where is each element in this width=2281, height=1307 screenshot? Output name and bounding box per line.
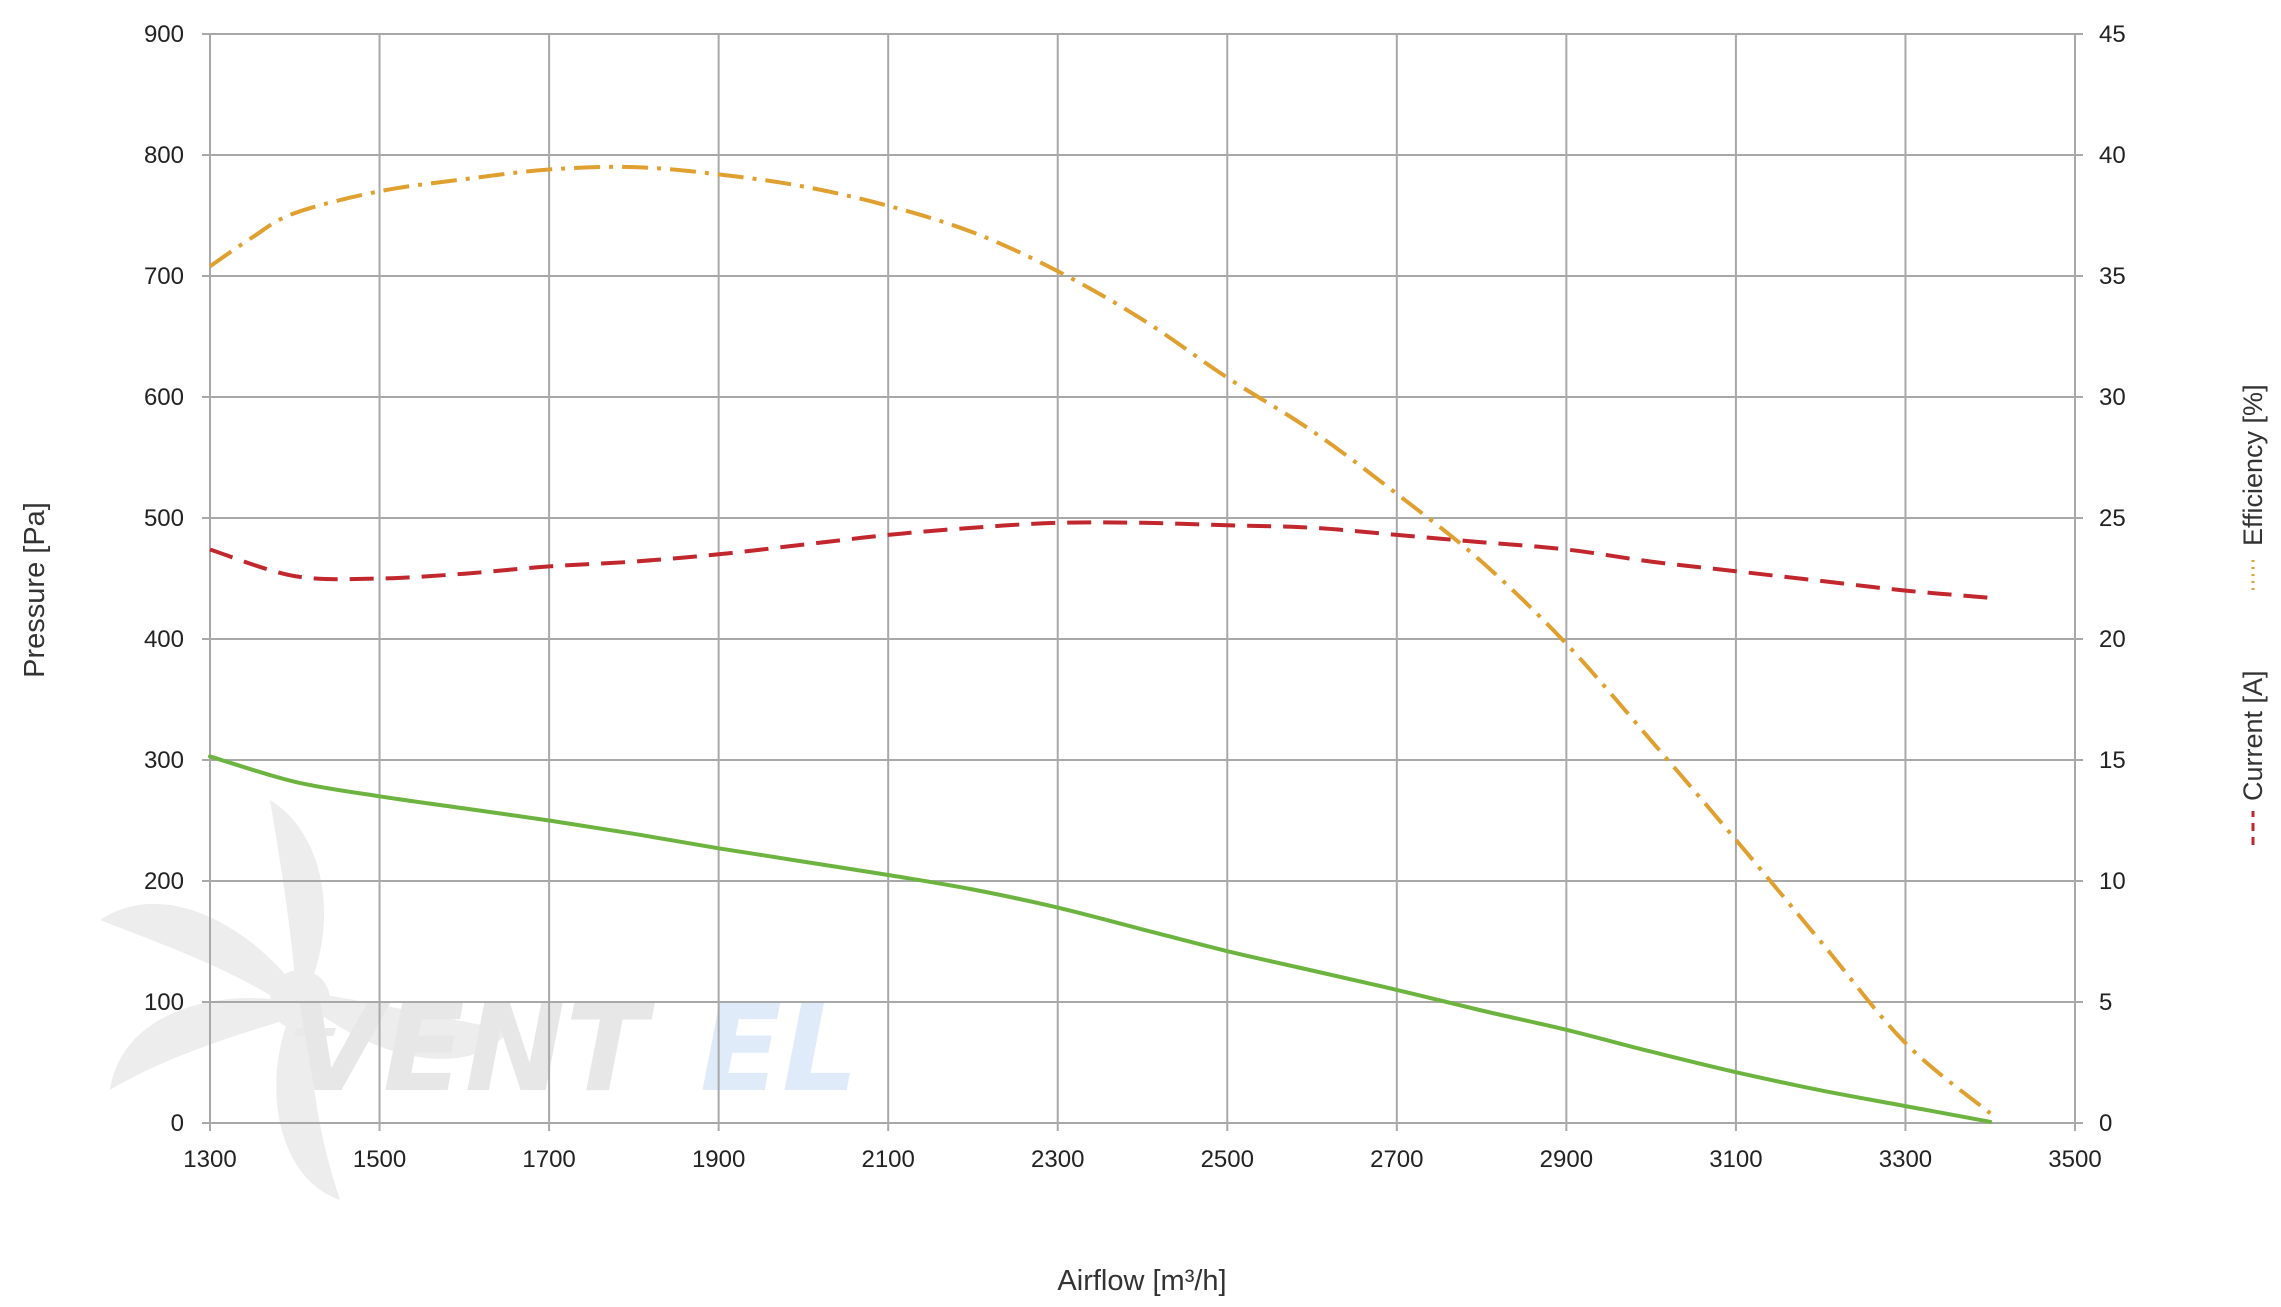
y-right-tick-label: 40 (2099, 142, 2126, 169)
y-right-tick-label: 45 (2099, 21, 2126, 48)
y-left-tick-label: 900 (144, 21, 184, 48)
y-right-tick-label: 5 (2099, 989, 2112, 1016)
x-tick-label: 1300 (183, 1146, 236, 1173)
series-line-current (209, 520, 1991, 600)
x-axis-ticks: 1300 1500 1700 1900 2100 2300 2500 2700 2900 3100… (183, 1146, 2101, 1173)
y-right-tick-label: 25 (2099, 505, 2126, 532)
series-line-pressure (208, 754, 1993, 1124)
x-tick-label: 1900 (692, 1146, 745, 1173)
legend-label-current: Current [A] (2238, 670, 2268, 801)
x-tick-label: 1700 (522, 1146, 575, 1173)
x-tick-label: 2500 (1201, 1146, 1254, 1173)
watermark-logo: VENT EL (100, 800, 858, 1200)
series-layer (208, 164, 1993, 1124)
grid (202, 33, 2083, 1131)
y-right-tick-label: 20 (2099, 626, 2126, 653)
x-axis-label: Airflow [m³/h] (1057, 1265, 1226, 1297)
y-left-tick-label: 800 (144, 142, 184, 169)
y-right-tick-label: 0 (2099, 1110, 2112, 1137)
y-left-tick-label: 0 (171, 1110, 184, 1137)
svg-text:VENT: VENT (290, 980, 655, 1119)
x-tick-label: 3300 (1879, 1146, 1932, 1173)
x-tick-label: 2100 (861, 1146, 914, 1173)
x-tick-label: 2900 (1540, 1146, 1593, 1173)
x-tick-label: 1500 (353, 1146, 406, 1173)
x-tick-label: 2300 (1031, 1146, 1084, 1173)
series-line-efficiency (208, 164, 1992, 1115)
y-left-tick-label: 400 (144, 626, 184, 653)
y-left-tick-label: 200 (144, 868, 184, 895)
y-left-tick-label: 100 (144, 989, 184, 1016)
x-tick-label: 2700 (1370, 1146, 1423, 1173)
left-axis-label: Pressure [Pa] (19, 502, 51, 678)
right-axis-ticks: 0 5 10 15 20 25 30 35 40 45 (2099, 21, 2126, 1137)
x-tick-label: 3100 (1709, 1146, 1762, 1173)
y-right-tick-label: 10 (2099, 868, 2126, 895)
svg-text:EL: EL (700, 980, 858, 1119)
left-axis-ticks: 0 100 200 300 400 500 600 700 800 900 (144, 21, 184, 1137)
plot-frame (209, 33, 2076, 1124)
y-left-tick-label: 700 (144, 263, 184, 290)
y-right-tick-label: 35 (2099, 263, 2126, 290)
y-right-tick-label: 15 (2099, 747, 2126, 774)
legend: Current [A] Efficiency [%] (2238, 384, 2268, 845)
y-right-tick-label: 30 (2099, 384, 2126, 411)
legend-item-efficiency: Efficiency [%] (2238, 384, 2268, 590)
y-left-tick-label: 500 (144, 505, 184, 532)
y-left-tick-label: 300 (144, 747, 184, 774)
y-left-tick-label: 600 (144, 384, 184, 411)
legend-label-efficiency: Efficiency [%] (2238, 384, 2268, 546)
x-tick-label: 3500 (2048, 1146, 2101, 1173)
legend-item-current: Current [A] (2238, 670, 2268, 845)
